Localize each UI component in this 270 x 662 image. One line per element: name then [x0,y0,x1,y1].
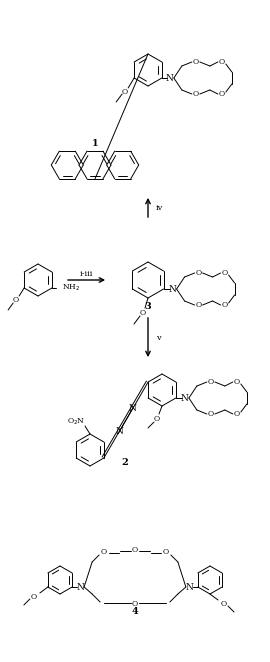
Text: O: O [31,593,37,601]
Text: O: O [101,548,107,556]
Text: O: O [221,301,228,309]
Text: O: O [163,548,169,556]
Text: N: N [115,427,123,436]
Text: N: N [181,393,189,402]
Text: O: O [132,600,138,608]
Text: O: O [122,88,128,96]
Text: 3: 3 [145,301,151,310]
Text: N: N [129,404,137,413]
Text: N: N [166,73,174,83]
Text: N: N [186,583,194,592]
Text: N: N [76,583,84,592]
Text: O: O [234,378,240,386]
Text: O: O [132,546,138,554]
Text: O: O [221,269,228,277]
Text: O: O [208,410,214,418]
Text: O: O [219,58,225,66]
Text: O: O [154,415,160,423]
Text: iv: iv [156,203,163,211]
Text: O: O [234,410,240,418]
Text: O: O [195,269,202,277]
Text: O: O [193,90,199,98]
Text: O$_2$N: O$_2$N [67,417,85,427]
Text: O: O [13,296,19,304]
Text: 2: 2 [122,457,128,467]
Text: O: O [208,378,214,386]
Text: O: O [219,90,225,98]
Text: N: N [169,285,177,293]
Text: i-iii: i-iii [80,270,93,278]
Text: v: v [156,334,161,342]
Text: 4: 4 [132,608,139,616]
Text: O: O [221,600,227,608]
Text: O: O [140,309,146,317]
Text: O: O [195,301,202,309]
Text: 1: 1 [92,138,98,148]
Text: O: O [193,58,199,66]
Text: NH$_2$: NH$_2$ [62,283,80,293]
